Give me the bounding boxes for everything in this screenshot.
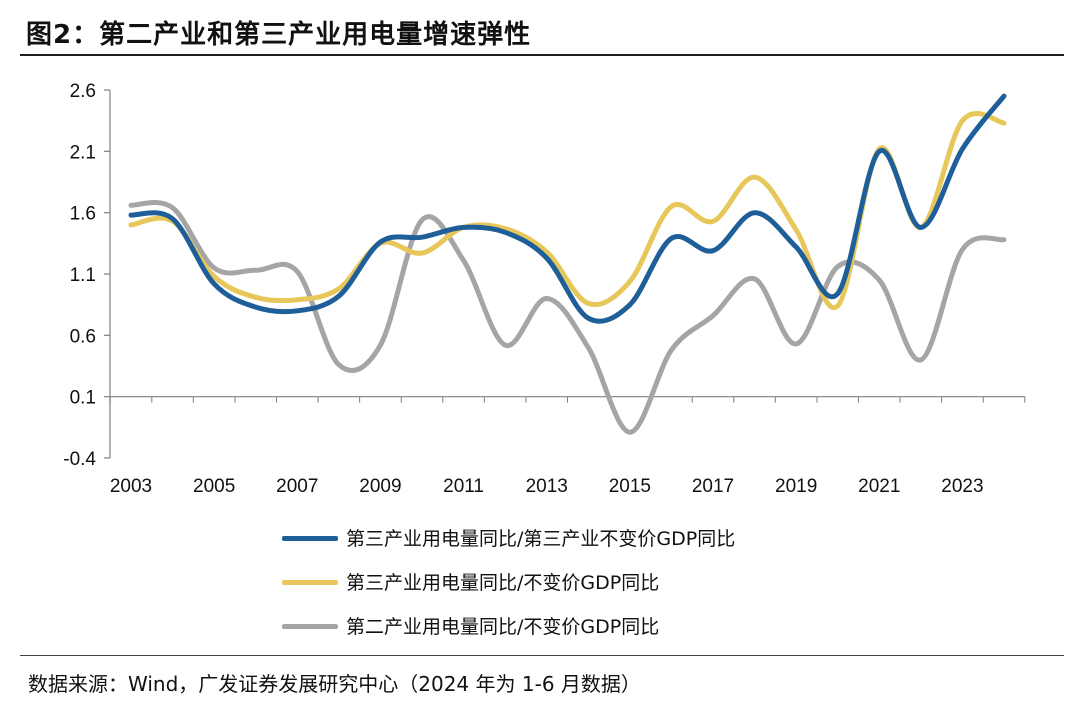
series-line-3 — [128, 200, 1007, 435]
legend-label-series-3: 第二产业用电量同比/不变价GDP同比 — [346, 616, 660, 638]
series-line-1 — [128, 93, 1007, 324]
chart-title: 图2：第二产业和第三产业用电量增速弹性 — [26, 20, 532, 50]
x-tick-label: 2015 — [609, 476, 651, 497]
legend-swatch-series-1 — [282, 536, 338, 541]
x-tick-label: 2003 — [110, 476, 152, 497]
y-tick-label: -0.4 — [63, 449, 96, 470]
legend-item-series-2: 第三产业用电量同比/不变价GDP同比 — [282, 562, 882, 606]
chart-legend: 第三产业用电量同比/第三产业不变价GDP同比 第三产业用电量同比/不变价GDP同… — [282, 518, 882, 650]
y-tick-label: 0.1 — [70, 388, 96, 409]
x-tick-label: 2007 — [276, 476, 318, 497]
y-tick-label: 2.1 — [70, 142, 96, 163]
source-note: 数据来源：Wind，广发证券发展研究中心（2024 年为 1-6 月数据） — [28, 672, 641, 696]
x-tick-label: 2011 — [443, 476, 484, 497]
x-tick-label: 2005 — [193, 476, 235, 497]
x-tick-label: 2019 — [775, 476, 817, 497]
x-tick-label: 2021 — [858, 476, 900, 497]
x-tick-label: 2017 — [692, 476, 734, 497]
y-tick-label: 0.6 — [70, 326, 96, 347]
legend-label-series-1: 第三产业用电量同比/第三产业不变价GDP同比 — [346, 528, 736, 550]
legend-label-series-2: 第三产业用电量同比/不变价GDP同比 — [346, 572, 660, 594]
title-divider — [20, 54, 1064, 56]
line-chart: 2.6 2.1 1.6 1.1 0.6 0.1 -0.4 2003 2005 2007 2009 20… — [63, 81, 1026, 497]
x-tick-label: 2013 — [526, 476, 568, 497]
title-bar: 图2：第二产业和第三产业用电量增速弹性 — [0, 0, 1080, 62]
series-line-2 — [128, 111, 1007, 311]
source-divider — [20, 655, 1064, 656]
legend-swatch-series-3 — [282, 624, 338, 629]
legend-swatch-series-2 — [282, 580, 338, 585]
legend-item-series-1: 第三产业用电量同比/第三产业不变价GDP同比 — [282, 518, 882, 562]
y-tick-label: 1.1 — [70, 265, 96, 286]
legend-item-series-3: 第二产业用电量同比/不变价GDP同比 — [282, 606, 882, 650]
x-tick-label: 2023 — [941, 476, 983, 497]
x-tick-label: 2009 — [359, 476, 401, 497]
y-tick-label: 1.6 — [70, 204, 96, 225]
y-tick-label: 2.6 — [70, 81, 96, 102]
